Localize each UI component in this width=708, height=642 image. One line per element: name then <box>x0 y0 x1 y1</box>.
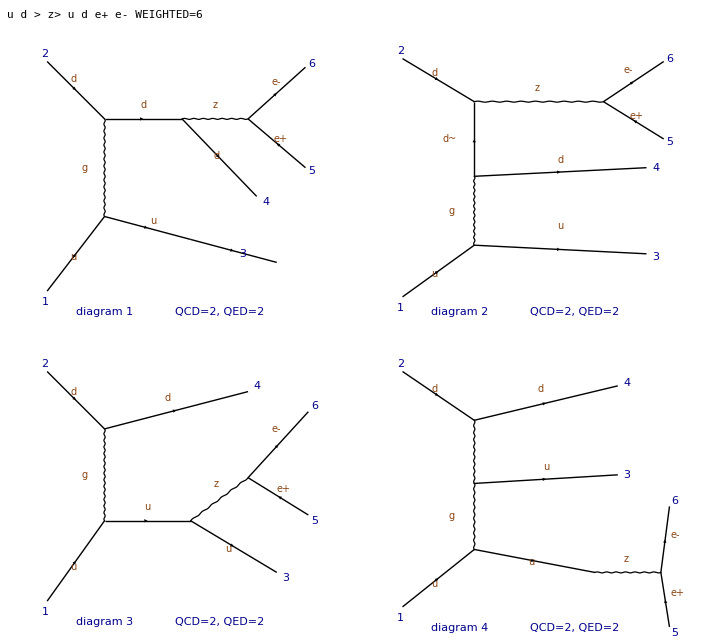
Text: d: d <box>70 74 76 83</box>
Text: u: u <box>144 502 151 512</box>
Text: 3: 3 <box>239 249 246 259</box>
Text: diagram 2: diagram 2 <box>431 307 489 317</box>
Text: 6: 6 <box>667 54 673 64</box>
Text: e+: e+ <box>274 134 288 144</box>
Text: e-: e- <box>624 65 633 75</box>
Text: 5: 5 <box>309 166 315 175</box>
Text: d: d <box>165 393 171 403</box>
Text: d: d <box>557 155 564 165</box>
Text: u: u <box>529 557 535 567</box>
Text: 4: 4 <box>624 378 631 388</box>
Text: 1: 1 <box>396 302 404 313</box>
Text: 5: 5 <box>312 516 318 526</box>
Text: d: d <box>140 100 147 110</box>
Text: u: u <box>70 562 76 571</box>
Text: d: d <box>431 68 438 78</box>
Text: 5: 5 <box>667 137 673 147</box>
Text: QCD=2, QED=2: QCD=2, QED=2 <box>175 617 264 627</box>
Text: u: u <box>557 221 564 231</box>
Text: u: u <box>543 462 549 472</box>
Text: g: g <box>448 205 455 216</box>
Text: e+: e+ <box>629 111 644 121</box>
Text: 2: 2 <box>41 359 49 369</box>
Text: u: u <box>150 216 156 227</box>
Text: g: g <box>81 470 87 480</box>
Text: diagram 1: diagram 1 <box>76 307 133 317</box>
Text: 4: 4 <box>652 162 659 173</box>
Text: 4: 4 <box>253 381 261 391</box>
Text: d: d <box>537 385 543 394</box>
Text: 6: 6 <box>671 496 678 506</box>
Text: QCD=2, QED=2: QCD=2, QED=2 <box>530 307 620 317</box>
Text: 5: 5 <box>671 628 678 638</box>
Text: 2: 2 <box>396 46 404 56</box>
Text: z: z <box>212 100 217 110</box>
Text: QCD=2, QED=2: QCD=2, QED=2 <box>175 307 264 317</box>
Text: g: g <box>81 162 87 173</box>
Text: e-: e- <box>671 530 680 540</box>
Text: d~: d~ <box>442 134 457 144</box>
Text: 1: 1 <box>41 297 48 307</box>
Text: QCD=2, QED=2: QCD=2, QED=2 <box>530 623 620 633</box>
Text: e-: e- <box>271 424 280 434</box>
Text: diagram 4: diagram 4 <box>431 623 489 633</box>
Text: 1: 1 <box>396 612 404 623</box>
Text: 6: 6 <box>312 401 318 411</box>
Text: 3: 3 <box>652 252 659 262</box>
Text: e-: e- <box>271 76 280 87</box>
Text: u: u <box>70 252 76 262</box>
Text: u d > z> u d e+ e- WEIGHTED=6: u d > z> u d e+ e- WEIGHTED=6 <box>7 10 202 20</box>
Text: e+: e+ <box>277 484 291 494</box>
Text: u: u <box>431 269 438 279</box>
Text: g: g <box>448 512 455 521</box>
Text: 2: 2 <box>396 359 404 369</box>
Text: 4: 4 <box>263 197 270 207</box>
Text: d: d <box>214 152 219 161</box>
Text: 2: 2 <box>41 49 49 58</box>
Text: 1: 1 <box>41 607 48 617</box>
Text: 3: 3 <box>624 470 631 480</box>
Text: 6: 6 <box>309 59 315 69</box>
Text: z: z <box>535 83 540 93</box>
Text: diagram 3: diagram 3 <box>76 617 133 627</box>
Text: e+: e+ <box>671 587 685 598</box>
Text: z: z <box>624 554 629 564</box>
Text: 3: 3 <box>282 573 290 583</box>
Text: u: u <box>431 579 438 589</box>
Text: d: d <box>431 384 438 394</box>
Text: d: d <box>70 386 76 397</box>
Text: u: u <box>225 544 232 555</box>
Text: z: z <box>214 479 219 489</box>
